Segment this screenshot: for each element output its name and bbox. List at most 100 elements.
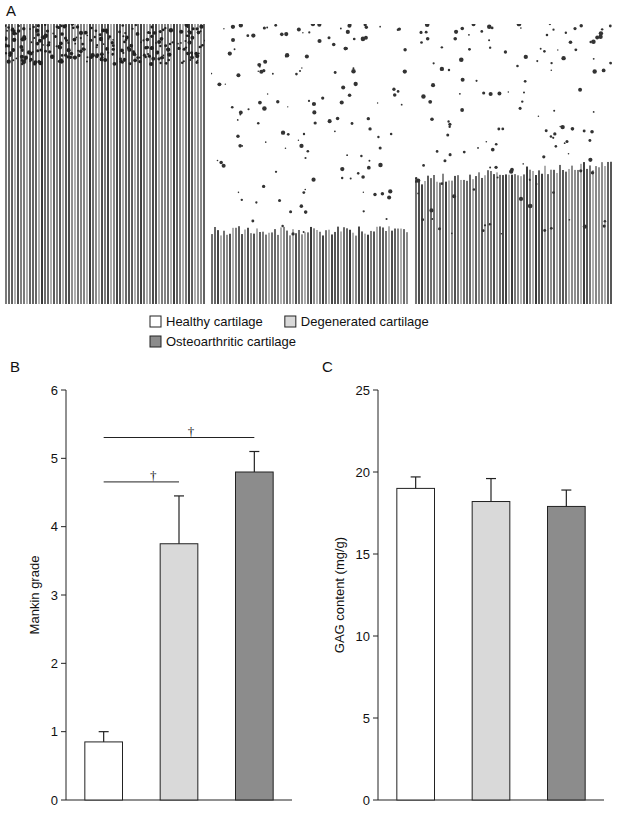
figure: AHealthy cartilageDegenerated cartilageO… bbox=[0, 0, 617, 824]
texture bbox=[101, 24, 103, 304]
texture bbox=[489, 167, 491, 169]
texture bbox=[184, 40, 186, 42]
texture bbox=[278, 199, 281, 202]
texture bbox=[406, 232, 408, 304]
texture bbox=[310, 227, 312, 304]
texture bbox=[561, 56, 565, 60]
texture bbox=[73, 38, 77, 42]
texture bbox=[77, 54, 80, 57]
texture bbox=[98, 24, 100, 304]
texture bbox=[298, 230, 300, 304]
y-tick-label: 5 bbox=[51, 451, 58, 466]
image-ground bbox=[5, 24, 205, 304]
texture bbox=[129, 44, 133, 48]
texture bbox=[5, 37, 8, 41]
texture bbox=[103, 43, 105, 45]
texture bbox=[73, 55, 77, 59]
texture bbox=[262, 106, 267, 111]
texture bbox=[160, 56, 163, 59]
texture bbox=[31, 41, 33, 43]
texture bbox=[560, 125, 564, 129]
texture bbox=[124, 32, 126, 34]
texture bbox=[275, 171, 277, 173]
texture bbox=[559, 165, 561, 304]
texture bbox=[431, 83, 435, 87]
texture bbox=[123, 58, 127, 62]
texture bbox=[163, 55, 165, 57]
texture bbox=[48, 44, 50, 46]
texture bbox=[532, 171, 534, 304]
texture bbox=[436, 150, 439, 153]
texture bbox=[421, 184, 423, 304]
texture bbox=[454, 30, 458, 34]
texture bbox=[314, 121, 317, 124]
texture bbox=[448, 180, 450, 304]
texture bbox=[138, 60, 141, 63]
texture bbox=[223, 231, 225, 304]
texture bbox=[244, 230, 246, 304]
texture bbox=[177, 43, 179, 45]
texture bbox=[283, 227, 285, 304]
texture bbox=[490, 171, 492, 304]
y-tick bbox=[61, 595, 66, 596]
texture bbox=[150, 25, 153, 28]
texture bbox=[441, 46, 443, 48]
texture bbox=[154, 32, 157, 35]
texture bbox=[26, 24, 28, 304]
texture bbox=[263, 27, 266, 30]
texture bbox=[433, 62, 435, 64]
y-tick-label: 15 bbox=[356, 547, 370, 562]
y-tick bbox=[61, 458, 66, 459]
texture bbox=[348, 94, 352, 98]
texture bbox=[65, 39, 68, 42]
texture bbox=[186, 34, 189, 37]
texture bbox=[220, 235, 222, 304]
bar bbox=[548, 506, 586, 800]
texture bbox=[541, 174, 543, 304]
texture bbox=[521, 100, 523, 102]
y-tick-label: 25 bbox=[356, 383, 370, 398]
texture bbox=[421, 94, 425, 98]
texture bbox=[429, 208, 433, 212]
texture bbox=[418, 181, 420, 304]
texture bbox=[87, 35, 89, 37]
texture bbox=[159, 30, 162, 33]
texture bbox=[397, 229, 399, 304]
texture bbox=[135, 24, 137, 26]
texture bbox=[265, 141, 267, 143]
texture bbox=[5, 52, 7, 55]
texture bbox=[44, 34, 48, 38]
texture bbox=[543, 50, 546, 53]
texture bbox=[553, 132, 556, 135]
texture bbox=[183, 60, 185, 62]
texture bbox=[428, 100, 432, 104]
texture bbox=[131, 28, 133, 30]
texture bbox=[311, 178, 315, 182]
texture bbox=[86, 24, 88, 304]
texture bbox=[340, 100, 344, 104]
texture bbox=[352, 233, 354, 304]
bar bbox=[85, 742, 123, 800]
texture bbox=[158, 24, 160, 304]
texture bbox=[420, 41, 423, 44]
texture bbox=[64, 24, 67, 27]
texture bbox=[580, 164, 582, 304]
texture bbox=[494, 166, 497, 169]
texture bbox=[403, 69, 407, 73]
texture bbox=[60, 25, 63, 28]
y-tick-label: 2 bbox=[51, 656, 58, 671]
texture bbox=[225, 83, 226, 84]
texture bbox=[152, 24, 154, 304]
texture bbox=[153, 31, 156, 34]
texture bbox=[524, 80, 527, 83]
texture bbox=[29, 52, 33, 56]
texture bbox=[303, 231, 305, 233]
texture bbox=[89, 39, 92, 42]
texture bbox=[262, 185, 265, 188]
texture bbox=[438, 227, 441, 230]
texture bbox=[302, 191, 305, 194]
texture bbox=[71, 24, 75, 26]
texture bbox=[48, 41, 51, 44]
texture bbox=[373, 231, 375, 304]
texture bbox=[60, 32, 64, 36]
